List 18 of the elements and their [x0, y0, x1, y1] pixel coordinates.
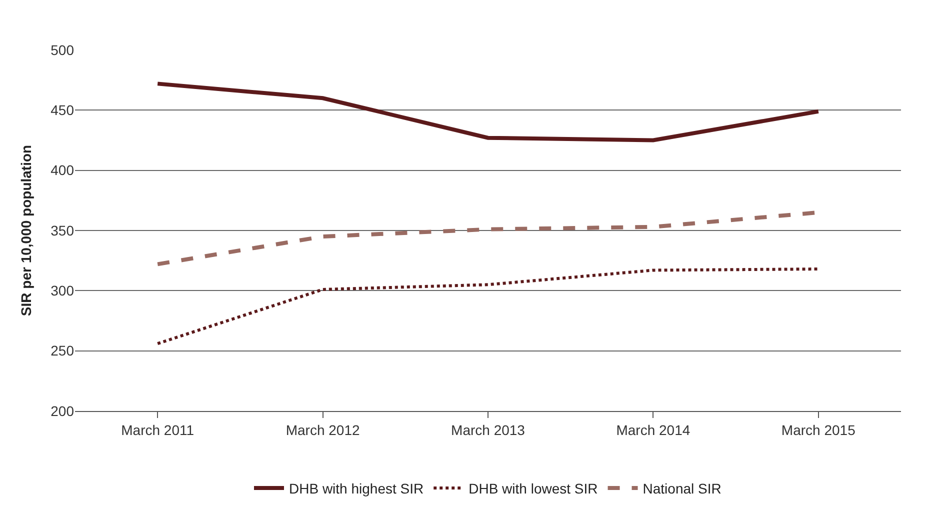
y-tick-label: 450: [50, 102, 74, 118]
x-tick-label: March 2012: [286, 422, 360, 438]
y-tick-label: 300: [50, 282, 74, 299]
y-tick-label: 250: [50, 342, 74, 359]
y-tick-label: 350: [50, 222, 74, 238]
legend-label: National SIR: [642, 480, 722, 496]
legend-label: DHB with highest SIR: [289, 480, 424, 496]
legend-label: DHB with lowest SIR: [468, 480, 598, 496]
line-series: [156, 82, 820, 142]
x-tick-label: March 2015: [781, 422, 856, 438]
x-tick-label: March 2011: [121, 422, 194, 438]
y-axis-title: SIR per 10,000 population: [18, 144, 34, 316]
y-tick-label: 200: [50, 402, 74, 419]
x-tick-label: March 2014: [616, 422, 690, 438]
y-tick-label: 500: [50, 42, 74, 58]
x-tick-label: March 2013: [451, 422, 526, 438]
y-tick-label: 400: [50, 162, 74, 178]
line-series: [156, 268, 820, 346]
